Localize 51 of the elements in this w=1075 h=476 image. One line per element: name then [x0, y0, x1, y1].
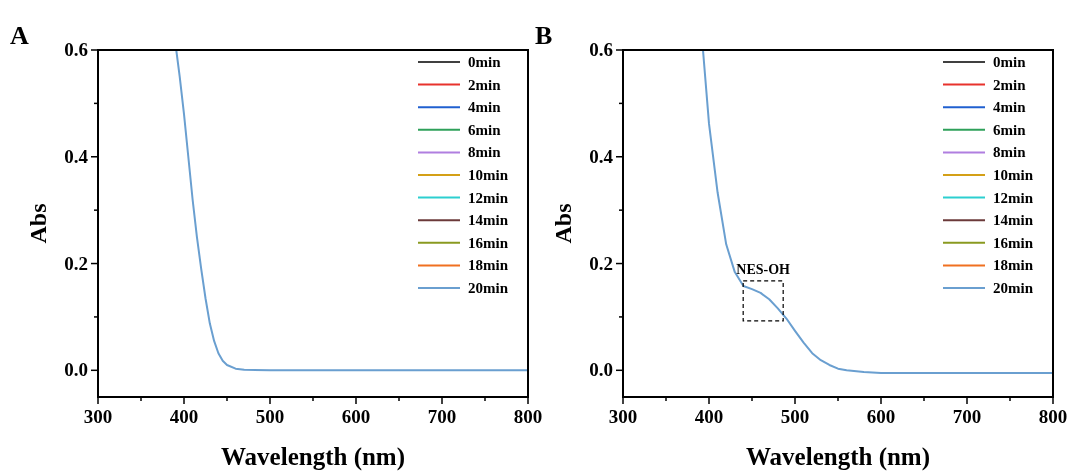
chart-title: B: [535, 21, 553, 50]
x-axis-title: Wavelength (nm): [745, 443, 931, 471]
y-tick-label: 0.2: [589, 252, 613, 274]
legend-label: 16min: [468, 234, 509, 251]
x-tick-label: 600: [341, 406, 371, 427]
legend-label: 18min: [468, 257, 509, 274]
legend-label: 20min: [468, 280, 509, 296]
legend-label: 16min: [993, 234, 1034, 251]
x-tick-label: 300: [608, 406, 638, 427]
legend-label: 12min: [468, 189, 509, 206]
legend-label: 2min: [993, 76, 1027, 93]
legend-label: 8min: [993, 144, 1027, 161]
line-series: [175, 50, 528, 372]
legend-label: 0min: [993, 54, 1027, 70]
legend-label: 6min: [993, 121, 1027, 138]
legend-label: 4min: [468, 99, 502, 116]
y-tick-label: 0.6: [64, 39, 88, 60]
legend-label: 14min: [993, 212, 1034, 229]
x-tick-label: 300: [83, 406, 113, 427]
x-tick-label: 500: [780, 406, 810, 427]
legend-label: 0min: [468, 54, 502, 70]
x-tick-label: 500: [255, 406, 285, 427]
x-tick-label: 800: [513, 406, 543, 427]
y-axis-title: Abs: [550, 203, 576, 244]
x-axis-title: Wavelength (nm): [220, 443, 406, 471]
y-tick-label: 0.4: [64, 145, 89, 167]
legend-label: 6min: [468, 121, 502, 138]
legend-label: 8min: [468, 144, 502, 161]
chart-title: A: [10, 21, 29, 50]
legend-label: 18min: [993, 257, 1034, 274]
y-tick-label: 0.0: [64, 359, 88, 381]
legend-label: 10min: [468, 167, 509, 183]
line-series: [701, 50, 1053, 374]
y-axis-title: Abs: [25, 203, 51, 244]
legend-label: 10min: [993, 167, 1034, 183]
x-tick-label: 400: [694, 406, 724, 427]
x-tick-label: 800: [1038, 406, 1068, 427]
y-tick-label: 0.2: [64, 252, 88, 274]
legend-label: 4min: [993, 99, 1027, 116]
y-tick-label: 0.6: [589, 39, 613, 60]
x-tick-label: 700: [952, 406, 982, 427]
y-tick-label: 0.4: [589, 145, 614, 167]
annotation: NES-OH: [736, 261, 791, 277]
x-tick-label: 700: [427, 406, 457, 427]
x-tick-label: 400: [169, 406, 199, 427]
legend-label: 2min: [468, 76, 502, 93]
legend-label: 12min: [993, 189, 1034, 206]
x-tick-label: 600: [866, 406, 896, 427]
legend-label: 14min: [468, 212, 509, 229]
y-tick-label: 0.0: [589, 359, 613, 381]
legend-label: 20min: [993, 280, 1034, 296]
